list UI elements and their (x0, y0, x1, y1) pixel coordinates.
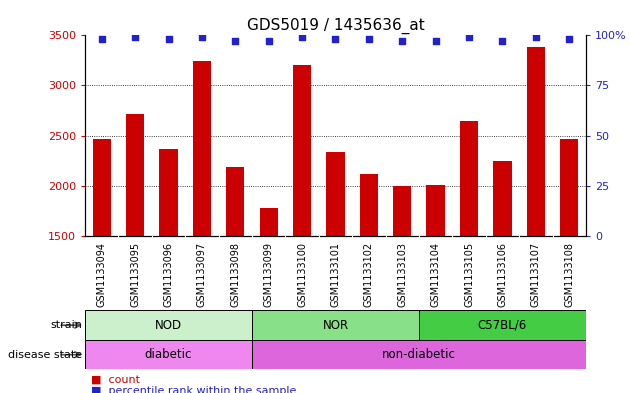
Title: GDS5019 / 1435636_at: GDS5019 / 1435636_at (246, 18, 425, 34)
Text: GSM1133102: GSM1133102 (364, 242, 374, 307)
Text: GSM1133095: GSM1133095 (130, 242, 140, 307)
Bar (260, 208, 278, 236)
Bar (419, 310, 586, 340)
Bar (193, 61, 211, 236)
Text: GSM1133104: GSM1133104 (431, 242, 440, 307)
Bar (326, 152, 345, 236)
Bar (159, 149, 178, 236)
Bar (560, 139, 578, 236)
Point (564, 36, 575, 42)
Text: disease state: disease state (8, 350, 82, 360)
Bar (293, 65, 311, 236)
Text: GSM1133094: GSM1133094 (97, 242, 106, 307)
Bar (493, 161, 512, 236)
Point (431, 38, 441, 44)
Text: GSM1133107: GSM1133107 (531, 242, 541, 307)
Text: GSM1133103: GSM1133103 (398, 242, 407, 307)
Text: NOD: NOD (155, 319, 182, 332)
Text: diabetic: diabetic (145, 348, 192, 361)
Text: GSM1133105: GSM1133105 (464, 242, 474, 307)
Bar (226, 167, 244, 236)
Point (263, 38, 273, 44)
Point (297, 34, 307, 40)
Bar (252, 340, 586, 369)
Text: GSM1133098: GSM1133098 (231, 242, 240, 307)
Text: GSM1133097: GSM1133097 (197, 242, 207, 307)
Bar (360, 174, 378, 236)
Text: GSM1133099: GSM1133099 (264, 242, 273, 307)
Bar (126, 114, 144, 236)
Bar (93, 139, 111, 236)
Text: strain: strain (50, 320, 82, 330)
Point (130, 34, 140, 40)
Text: GSM1133101: GSM1133101 (331, 242, 340, 307)
Point (464, 34, 474, 40)
Text: NOR: NOR (323, 319, 348, 332)
Bar (460, 121, 478, 236)
Text: GSM1133100: GSM1133100 (297, 242, 307, 307)
Text: ■  percentile rank within the sample: ■ percentile rank within the sample (91, 386, 297, 393)
Bar (427, 185, 445, 236)
Bar (393, 185, 411, 236)
Point (498, 38, 508, 44)
Text: GSM1133108: GSM1133108 (564, 242, 574, 307)
Text: C57BL/6: C57BL/6 (478, 319, 527, 332)
Bar (85, 340, 252, 369)
Point (397, 38, 407, 44)
Bar (85, 310, 252, 340)
Point (331, 36, 341, 42)
Text: GSM1133106: GSM1133106 (498, 242, 507, 307)
Text: GSM1133096: GSM1133096 (164, 242, 173, 307)
Point (164, 36, 174, 42)
Point (231, 38, 241, 44)
Point (97, 36, 107, 42)
Bar (527, 48, 545, 236)
Point (530, 34, 541, 40)
Point (197, 34, 207, 40)
Text: non-diabetic: non-diabetic (382, 348, 456, 361)
Bar (252, 310, 419, 340)
Point (364, 36, 374, 42)
Text: ■  count: ■ count (91, 374, 140, 384)
